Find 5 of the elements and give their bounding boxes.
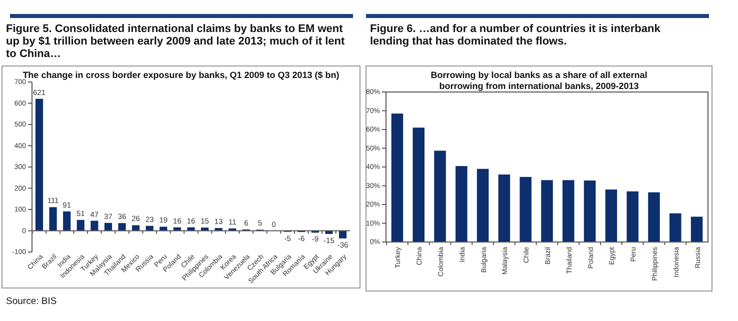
chart-subtitle: The change in cross border exposure by banks, Q1 2009 to Q3 2013 ($ bn) <box>22 70 340 80</box>
chart-title: Figure 5. Consolidated international claims by banks to EM went up by $1 trillion between early 2009 and late 2013; much of it lent to China… <box>6 23 345 60</box>
chart-title: Figure 6. …and for a number of countries it is interbank lending that has dominated the flows. <box>370 23 662 48</box>
source-note: Source: BIS <box>6 296 57 307</box>
chart-subtitle: Borrowing by local banks as a share of all external borrowing from international banks, 2009-2013 <box>430 70 648 91</box>
